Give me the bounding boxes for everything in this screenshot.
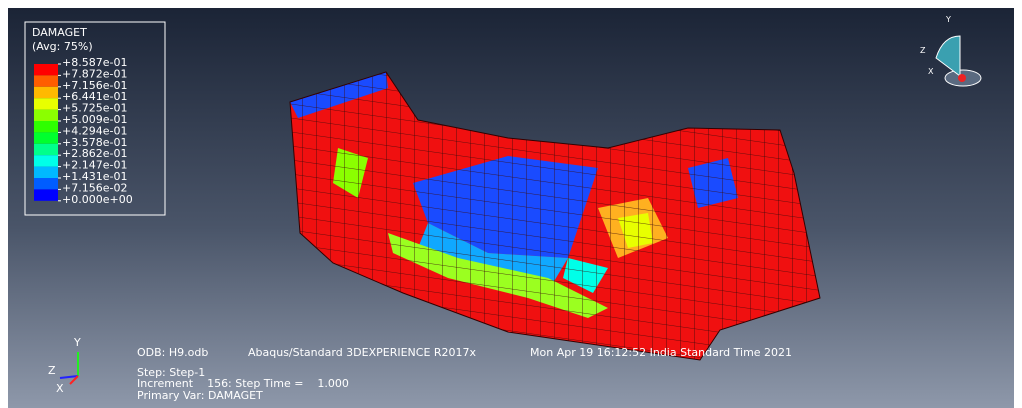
legend-swatch xyxy=(34,110,58,121)
legend-swatch xyxy=(34,87,58,98)
legend-swatch xyxy=(34,64,58,75)
legend-title: DAMAGET xyxy=(32,26,87,39)
info-odb: ODB: H9.odb xyxy=(137,346,208,359)
triad-z: Z xyxy=(48,364,56,377)
info-primary: Primary Var: DAMAGET xyxy=(137,389,263,402)
legend-swatch xyxy=(34,155,58,166)
legend-swatch xyxy=(34,132,58,143)
info-date: Mon Apr 19 16:12:52 India Standard Time … xyxy=(530,346,792,359)
legend-swatch xyxy=(34,144,58,155)
viewport: DAMAGET (Avg: 75%) +8.587e-01+7.872e-01+… xyxy=(8,8,1014,408)
view-cube-x: X xyxy=(928,67,934,76)
viewport-canvas: DAMAGET (Avg: 75%) +8.587e-01+7.872e-01+… xyxy=(8,8,1014,408)
triad-x: X xyxy=(56,382,64,395)
legend-swatch xyxy=(34,189,58,200)
legend-swatch xyxy=(34,167,58,178)
legend-swatch xyxy=(34,75,58,86)
legend-label: +0.000e+00 xyxy=(62,193,133,206)
view-cube-z: Z xyxy=(920,46,926,55)
legend-swatch xyxy=(34,178,58,189)
legend-swatch xyxy=(34,98,58,109)
legend-swatch xyxy=(34,121,58,132)
view-cube-y: Y xyxy=(945,15,951,24)
legend-subtitle: (Avg: 75%) xyxy=(32,40,93,53)
triad-y: Y xyxy=(73,336,81,349)
legend: +8.587e-01+7.872e-01+7.156e-01+6.441e-01… xyxy=(34,56,133,206)
info-solver: Abaqus/Standard 3DEXPERIENCE R2017x xyxy=(248,346,477,359)
